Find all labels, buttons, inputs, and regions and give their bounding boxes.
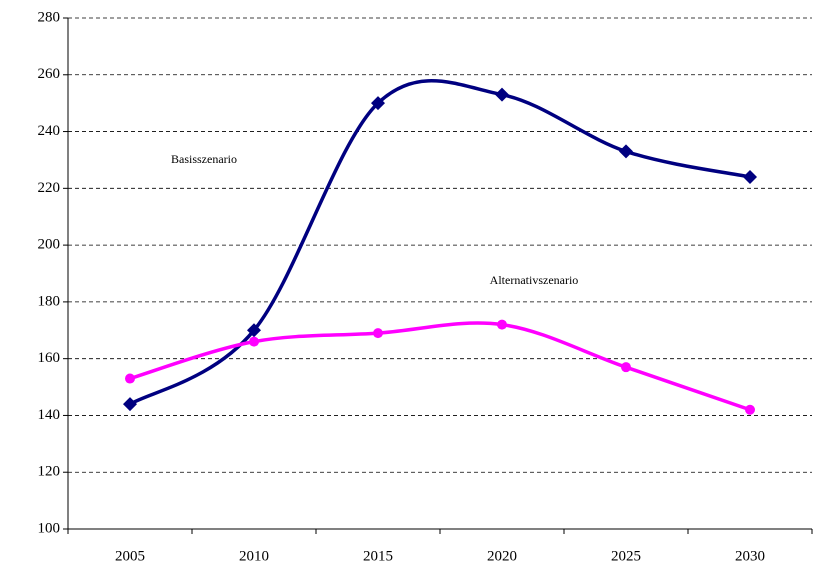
series-label: Alternativszenario [490,273,579,287]
y-tick-label: 100 [38,520,61,536]
y-tick-label: 280 [38,9,61,25]
x-tick-label: 2030 [735,548,765,564]
x-tick-label: 2025 [611,548,641,564]
marker [743,169,757,184]
marker [123,397,137,412]
y-tick-label: 180 [38,293,61,309]
marker [497,319,507,330]
x-tick-label: 2005 [115,548,145,564]
x-tick-label: 2010 [239,548,269,564]
y-tick-label: 200 [38,237,61,253]
x-tick-label: 2015 [363,548,393,564]
marker [371,96,385,111]
marker [125,373,135,384]
y-tick-label: 120 [38,464,61,480]
y-tick-label: 140 [38,407,61,423]
marker [621,362,631,373]
series-line [129,79,751,406]
series-line [129,321,751,412]
marker [247,323,261,338]
marker [373,328,383,339]
y-tick-label: 220 [38,180,61,196]
marker [495,87,509,102]
marker [745,404,755,415]
y-tick-label: 160 [38,350,61,366]
marker [619,144,633,159]
x-tick-label: 2020 [487,548,517,564]
series-label: Basisszenario [171,152,237,166]
y-tick-label: 240 [38,123,61,139]
marker [249,336,259,347]
y-tick-label: 260 [38,66,61,82]
